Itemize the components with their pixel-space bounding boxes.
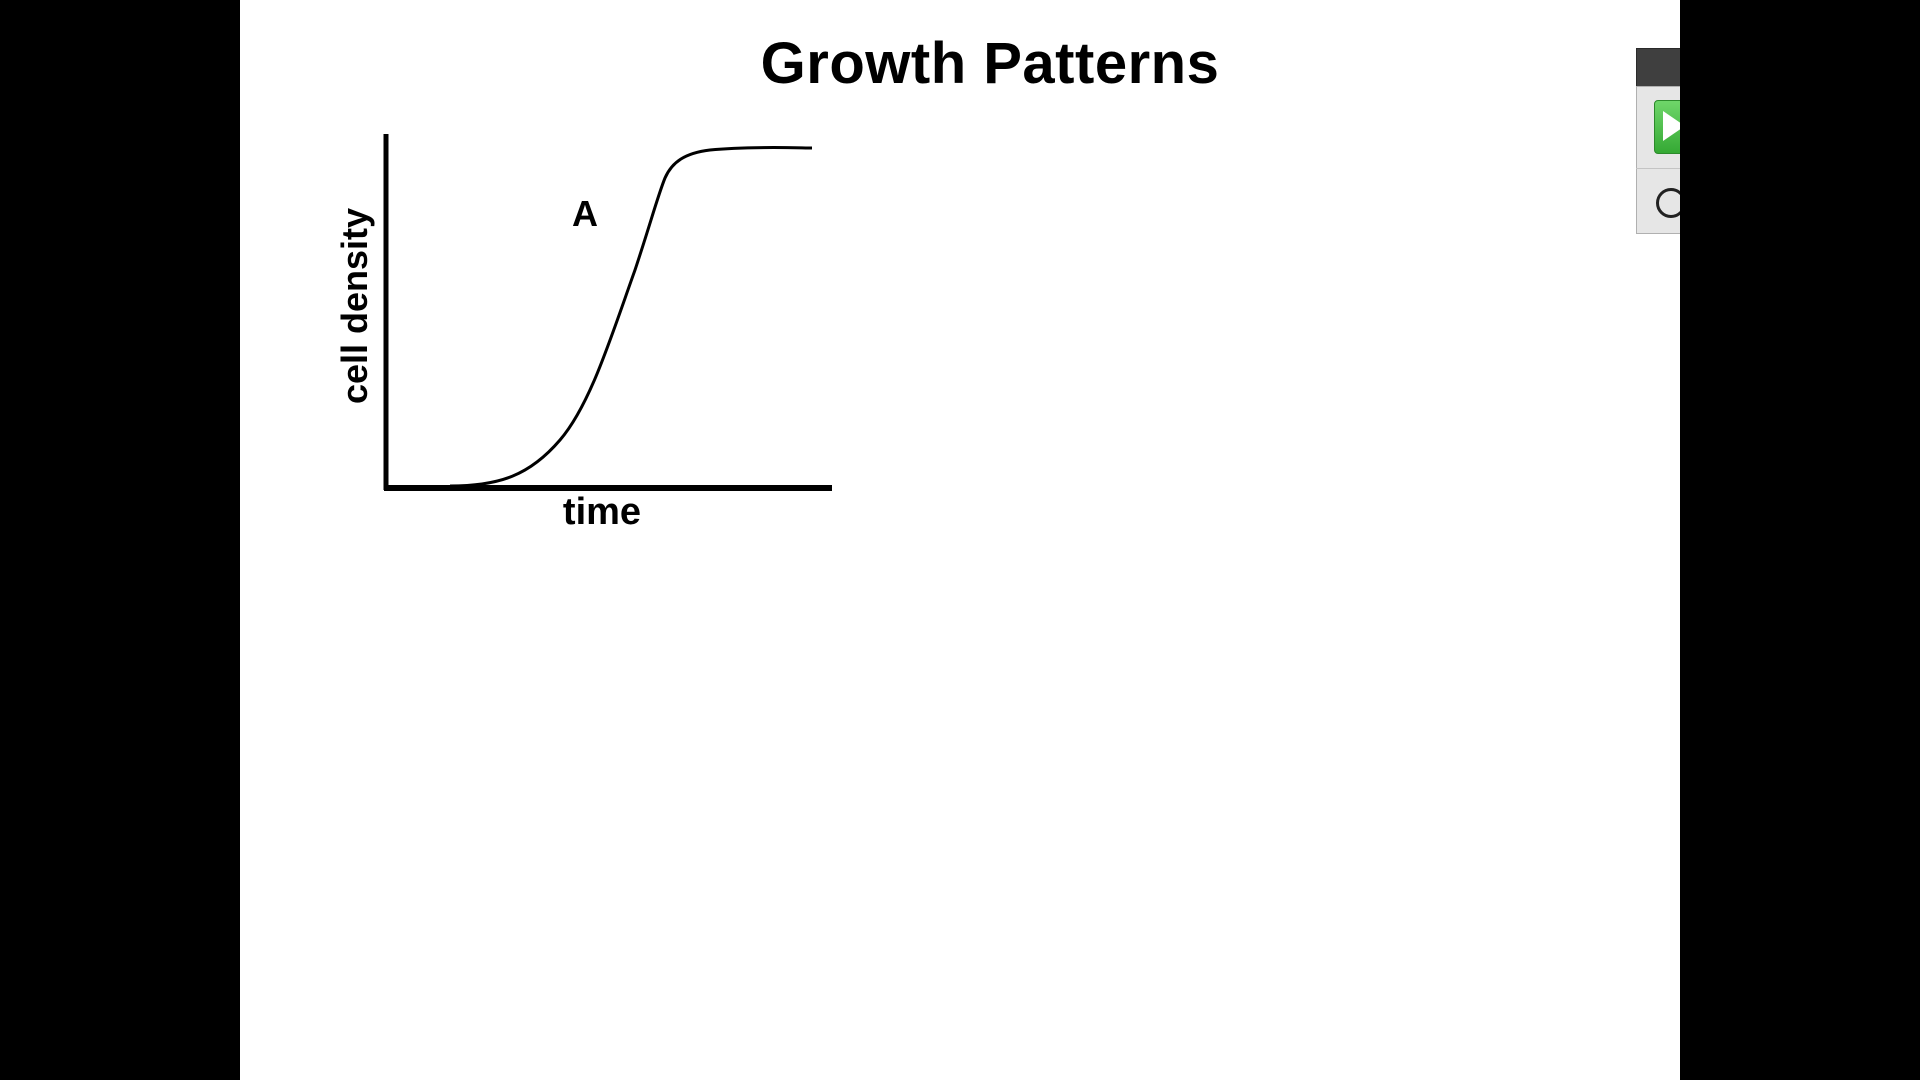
growth-chart: A cell density time [334, 134, 832, 533]
toolbar-separator [1636, 168, 1680, 169]
curve-label-a: A [572, 193, 598, 234]
growth-curve [449, 146, 813, 488]
letterbox-right [1680, 0, 1920, 1080]
circle-icon[interactable] [1656, 188, 1680, 218]
slide: Growth Patterns A cell density time [240, 0, 1680, 1080]
y-axis-label: cell density [334, 208, 375, 404]
x-axis-label: time [563, 491, 641, 533]
play-triangle [1663, 111, 1680, 141]
slide-title: Growth Patterns [760, 31, 1220, 96]
toolbar-header[interactable] [1636, 48, 1680, 88]
play-icon[interactable] [1654, 100, 1680, 154]
letterbox-left [0, 0, 240, 1080]
presentation-floating-toolbar [1636, 48, 1680, 234]
